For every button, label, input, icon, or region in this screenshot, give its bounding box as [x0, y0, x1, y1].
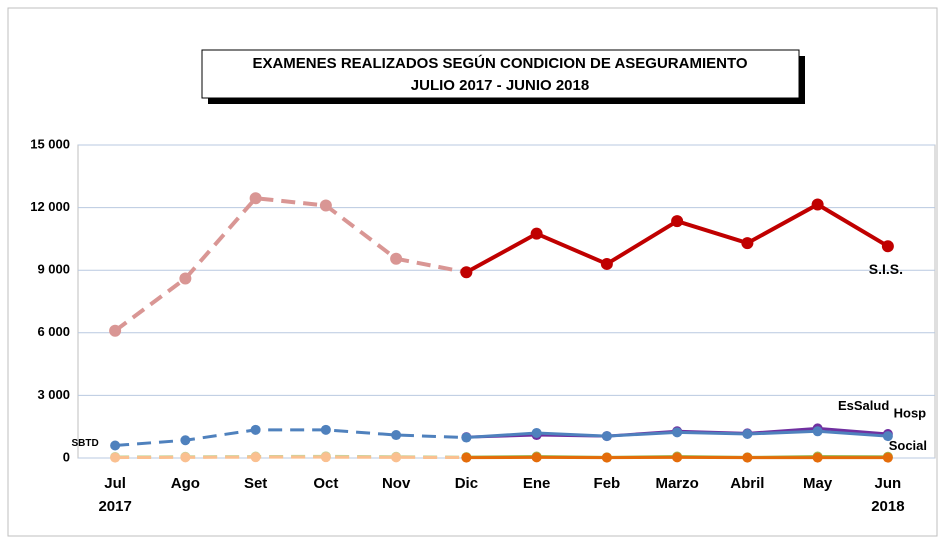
point: [813, 453, 823, 463]
x-year-label: 2017: [98, 498, 131, 515]
y-tick-label: 12 000: [30, 199, 70, 214]
y-tick-label: 3 000: [37, 387, 70, 402]
point: [180, 435, 190, 445]
point: [741, 237, 753, 249]
point: [250, 192, 262, 204]
x-tick-label: Oct: [313, 475, 338, 492]
point: [532, 452, 542, 462]
chart-title: EXAMENES REALIZADOS SEGÚN CONDICION DE A…: [252, 54, 747, 72]
x-tick-label: Nov: [382, 475, 411, 492]
point: [671, 215, 683, 227]
point: [461, 453, 471, 463]
x-tick-label: May: [803, 475, 833, 492]
x-tick-label: Dic: [455, 475, 478, 492]
x-tick-label: Ene: [523, 475, 551, 492]
point: [812, 198, 824, 210]
point: [461, 433, 471, 443]
y-tick-label: 9 000: [37, 262, 70, 277]
point: [320, 200, 332, 212]
point: [813, 426, 823, 436]
point: [883, 453, 893, 463]
point: [251, 425, 261, 435]
series-label: Hosp: [894, 406, 927, 421]
point: [321, 425, 331, 435]
point: [251, 452, 261, 462]
point: [532, 428, 542, 438]
point: [602, 453, 612, 463]
x-tick-label: Marzo: [655, 475, 698, 492]
point: [602, 431, 612, 441]
point: [672, 427, 682, 437]
point: [180, 452, 190, 462]
x-tick-label: Jul: [104, 475, 126, 492]
point: [109, 325, 121, 337]
y-tick-label: 0: [63, 449, 70, 464]
chart-subtitle: JULIO 2017 - JUNIO 2018: [411, 77, 589, 94]
point: [742, 429, 752, 439]
point: [110, 440, 120, 450]
point: [179, 273, 191, 285]
y-tick-label: 15 000: [30, 136, 70, 151]
y-tick-label: 6 000: [37, 324, 70, 339]
x-tick-label: Abril: [730, 475, 764, 492]
point: [110, 453, 120, 463]
point: [460, 266, 472, 278]
series-label: SBTD: [72, 438, 99, 449]
point: [672, 452, 682, 462]
point: [321, 452, 331, 462]
x-tick-label: Ago: [171, 475, 200, 492]
point: [742, 453, 752, 463]
series-label: EsSalud: [838, 398, 889, 413]
x-tick-label: Feb: [594, 475, 621, 492]
point: [391, 430, 401, 440]
x-tick-label: Set: [244, 475, 267, 492]
series-label: S.I.S.: [869, 261, 903, 277]
point: [391, 452, 401, 462]
point: [390, 253, 402, 265]
point: [882, 240, 894, 252]
x-tick-label: Jun: [875, 475, 902, 492]
point: [601, 258, 613, 270]
x-year-label: 2018: [871, 498, 904, 515]
series-label: Social: [889, 438, 927, 453]
point: [531, 228, 543, 240]
